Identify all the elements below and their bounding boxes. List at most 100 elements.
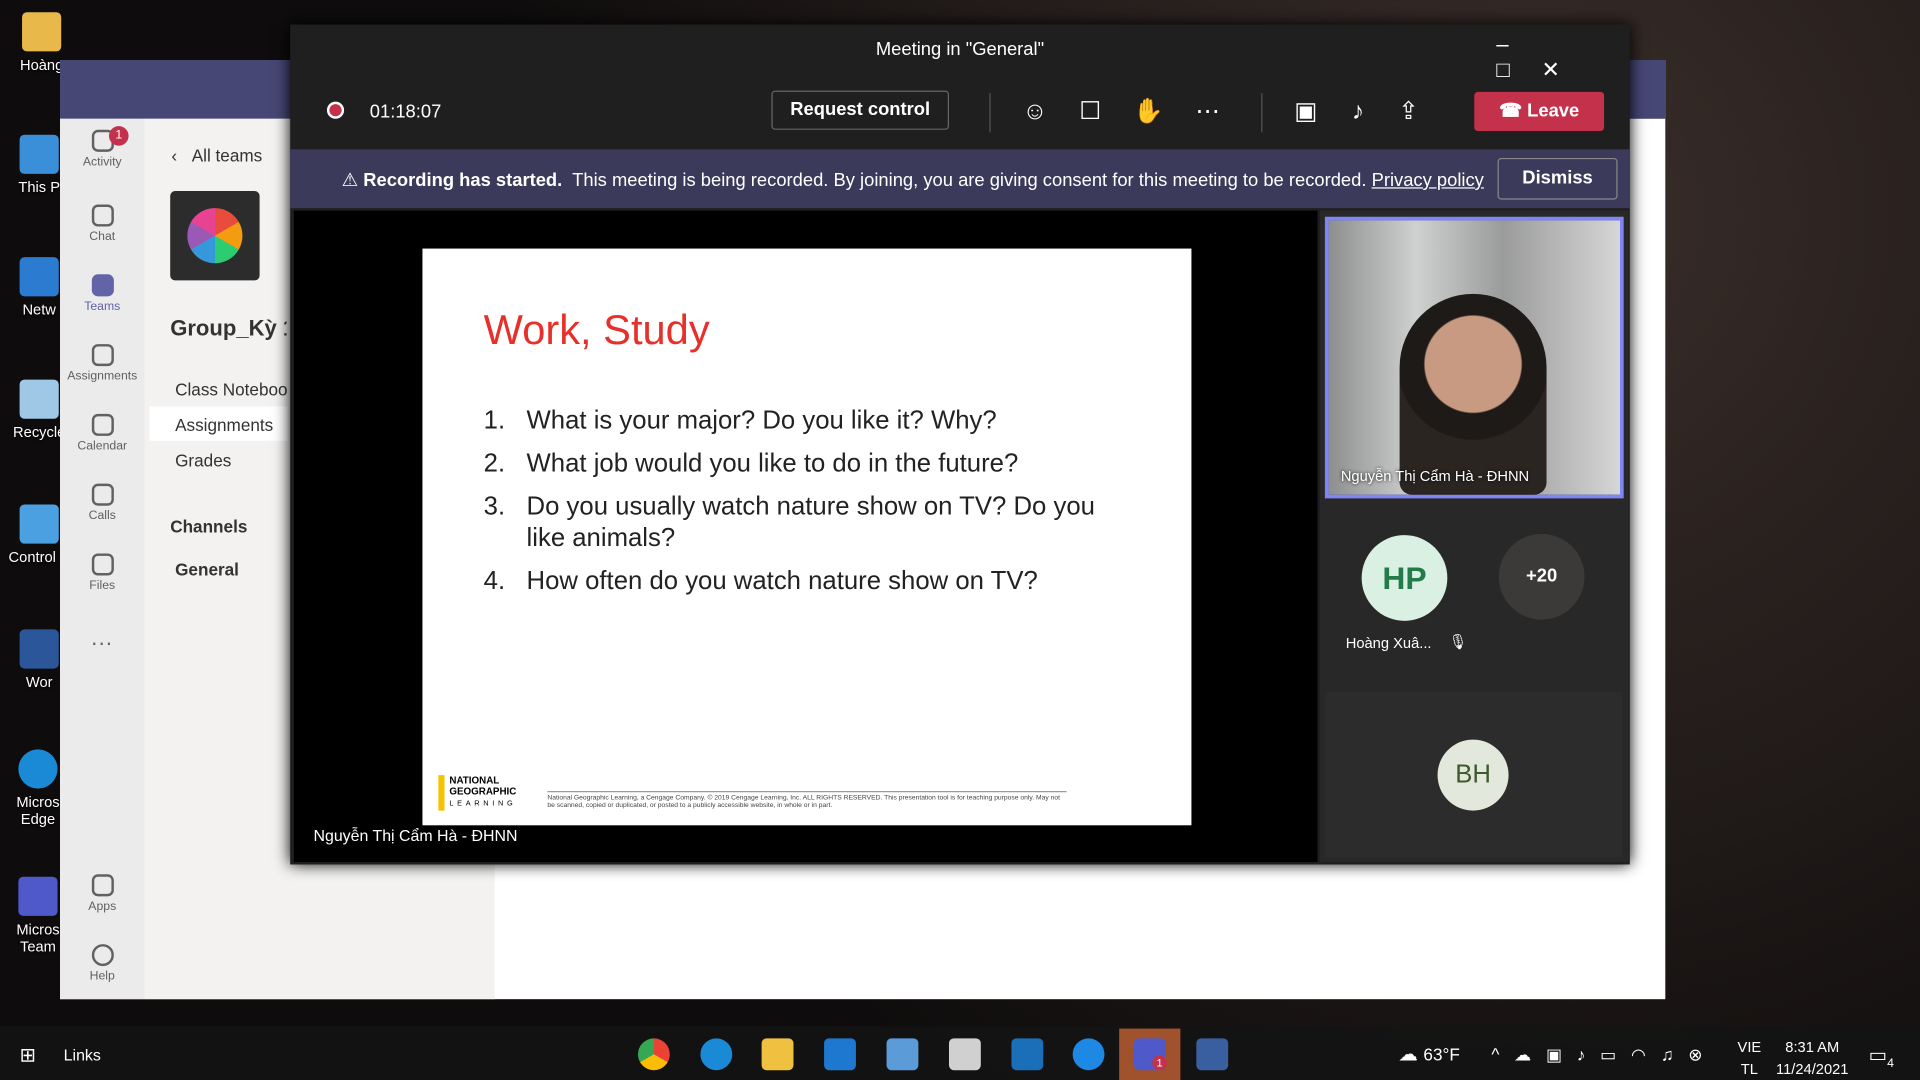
rail-label: Activity — [82, 155, 122, 169]
language[interactable]: VIE TL — [1738, 1036, 1762, 1080]
clock[interactable]: 8:31 AM 11/24/2021 — [1771, 1036, 1854, 1080]
question-num: 1. — [483, 406, 506, 435]
rail-label: Help — [89, 969, 115, 984]
team-avatar — [170, 191, 260, 281]
media-icons[interactable]: ▣♪⇪ — [1294, 97, 1454, 125]
person — [1399, 293, 1547, 495]
lang2: TL — [1740, 1060, 1758, 1078]
question-text: What is your major? Do you like it? Why? — [526, 406, 997, 435]
question-text: What job would you like to do in the fut… — [526, 449, 1019, 478]
overflow-avatar[interactable]: +20 — [1498, 533, 1585, 620]
tray-icons[interactable]: ^☁▣♪▭◠♫⊗ — [1491, 1044, 1718, 1065]
logo: NATIONAL GEOGRAPHIC LEARNING — [438, 775, 535, 811]
rail-item[interactable]: Assignments — [60, 344, 144, 383]
notification-count: 4 — [1887, 1056, 1894, 1071]
question: 2. What job would you like to do in the f… — [483, 449, 1019, 478]
links-toolbar[interactable]: Links — [63, 1045, 101, 1065]
desktop-icon[interactable]: Control P — [0, 504, 78, 566]
taskbar-app[interactable] — [1196, 1038, 1229, 1071]
window-controls[interactable]: –□✕ — [1496, 31, 1592, 83]
weather-text: 63°F — [1423, 1044, 1460, 1065]
participant-name: Hoàng Xuâ... — [1345, 634, 1432, 652]
taskbar-app[interactable] — [761, 1038, 794, 1071]
taskbar-app[interactable] — [948, 1038, 981, 1071]
slide: Work, Study NATIONAL GEOGRAPHIC LEARNING … — [422, 248, 1192, 826]
divider — [1261, 93, 1263, 133]
desktop-icon[interactable]: Micros Team — [0, 876, 76, 955]
lang: VIE — [1737, 1038, 1762, 1056]
leave-button[interactable]: ☎ Leave — [1474, 91, 1605, 132]
banner-body: This meeting is being recorded. By joini… — [572, 170, 1367, 192]
privacy-link[interactable]: Privacy policy — [1371, 170, 1484, 192]
logo-text: NATIONAL GEOGRAPHIC — [449, 775, 517, 798]
desktop-icon[interactable]: Micros Edge — [0, 749, 76, 828]
taskbar-app[interactable] — [700, 1038, 733, 1071]
question: 1. What is your major? Do you like it? Wh… — [483, 406, 997, 436]
request-control[interactable]: Request control — [771, 90, 949, 130]
rail-item[interactable]: Calls — [60, 483, 144, 523]
notifications[interactable]: ▭4 — [1868, 1045, 1894, 1071]
rail-item[interactable]: Calendar — [60, 413, 144, 454]
toolbar-icons[interactable]: ☺☐✋⋯ — [1022, 97, 1252, 125]
badge: 1 — [1152, 1055, 1167, 1071]
taskbar-app[interactable] — [824, 1038, 856, 1071]
taskbar-app[interactable] — [637, 1038, 670, 1071]
icon-label: Hoàng — [19, 56, 64, 74]
mute-icon: 🎙 — [1448, 633, 1468, 651]
tab[interactable]: Class Noteboo — [175, 379, 288, 400]
teams-rail — [60, 118, 145, 1000]
rail-label: Files — [89, 579, 116, 593]
rail-item[interactable]: Apps — [60, 874, 144, 913]
rail-label: Assignments — [67, 369, 138, 384]
video-name: Nguyễn Thị Cẩm Hà - ĐHNN — [1340, 467, 1530, 485]
more-apps[interactable]: ··· — [90, 630, 113, 656]
team-name: Group_Kỳ 1 — [170, 315, 287, 341]
icon-label: Micros Edge — [16, 793, 60, 828]
taskbar-app[interactable] — [1011, 1038, 1044, 1071]
icon-label: Recycle — [13, 423, 66, 441]
rail-item[interactable]: Files — [60, 553, 144, 593]
desktop-icon[interactable]: Recycle — [0, 379, 78, 441]
taskbar-app[interactable] — [886, 1038, 919, 1071]
rail-label: Chat — [89, 230, 116, 244]
avatar[interactable]: HP — [1361, 535, 1448, 621]
rail-item[interactable]: Activity — [60, 129, 144, 169]
taskbar-app[interactable] — [1072, 1038, 1105, 1071]
badge: 1 — [108, 126, 129, 146]
tab[interactable]: Assignments — [175, 415, 274, 435]
icon-label: Netw — [22, 301, 56, 319]
avatar[interactable]: BH — [1437, 739, 1509, 811]
recording-banner: ⚠ Recording has started. This meeting is… — [290, 149, 1630, 209]
banner-text: ⚠ Recording has started. This meeting is… — [341, 170, 1484, 192]
icon-label: This P — [18, 178, 61, 196]
desktop-icon[interactable]: Wor — [0, 629, 78, 691]
desktop-icon[interactable]: Hoàng — [2, 12, 80, 73]
record-dot — [326, 101, 345, 119]
copyright: National Geographic Learning, a Cengage … — [547, 791, 1067, 809]
question-num: 2. — [483, 449, 506, 478]
back-text: All teams — [191, 145, 263, 166]
rail-label: Apps — [88, 900, 117, 914]
rail-item[interactable]: Teams — [60, 274, 144, 313]
back-link[interactable]: ‹ All teams — [171, 145, 263, 166]
start-button[interactable]: ⊞ — [19, 1045, 37, 1067]
icon-label: Control P — [8, 548, 70, 566]
divider — [989, 93, 991, 133]
question: 4. How often do you watch nature show on … — [484, 567, 1038, 596]
weather[interactable]: ☁ 63°F — [1398, 1044, 1460, 1066]
channels-heading: Channels — [170, 516, 248, 537]
question-text: How often do you watch nature show on TV… — [526, 566, 1038, 596]
channel[interactable]: General — [175, 559, 239, 580]
timer: 01:18:07 — [369, 101, 442, 123]
rail-item[interactable]: Help — [60, 944, 144, 983]
dismiss-button[interactable]: Dismiss — [1497, 157, 1618, 200]
rail-label: Teams — [84, 300, 121, 314]
question-num: 3. — [483, 492, 506, 521]
desktop-icon[interactable]: This P — [0, 134, 78, 196]
video-tile: Nguyễn Thị Cẩm Hà - ĐHNN — [1324, 216, 1624, 499]
desktop-icon[interactable]: Netw — [0, 257, 78, 318]
rail-item[interactable]: Chat — [60, 204, 144, 244]
rail-label: Calendar — [77, 439, 128, 454]
tab[interactable]: Grades — [175, 450, 232, 471]
